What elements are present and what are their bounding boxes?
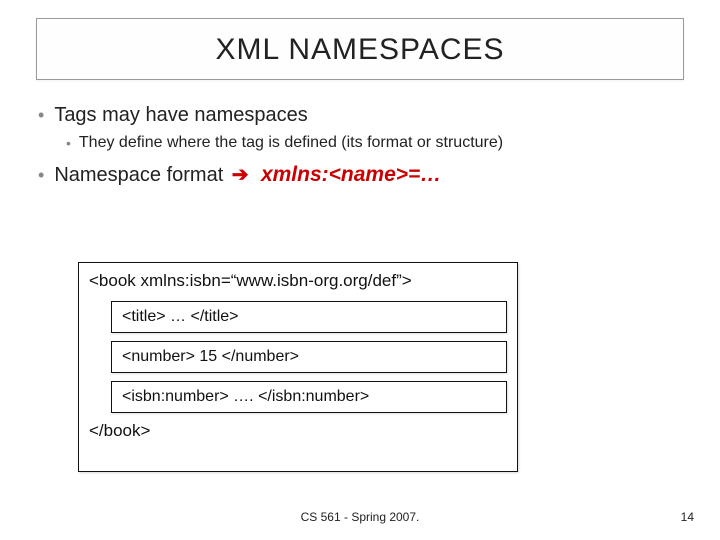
- bullet-dot-icon: •: [38, 102, 44, 128]
- code-outer-box: <book xmlns:isbn=“www.isbn-org.org/def”>…: [78, 262, 518, 472]
- code-inner-box: <isbn:number> …. </isbn:number>: [111, 381, 507, 413]
- bullet-level-1: • Namespace format ➔ xmlns:<name>=…: [38, 162, 686, 188]
- bullet-dot-icon: •: [66, 132, 71, 154]
- bullet-dot-icon: •: [38, 162, 44, 188]
- code-line: </book>: [89, 421, 507, 441]
- bullet-text: Tags may have namespaces: [54, 102, 307, 128]
- code-line: <book xmlns:isbn=“www.isbn-org.org/def”>: [89, 271, 507, 291]
- arrow-icon: ➔: [232, 164, 249, 186]
- code-example: <book xmlns:isbn=“www.isbn-org.org/def”>…: [78, 262, 518, 472]
- bullet-text: Namespace format: [54, 164, 223, 186]
- bullet-text: They define where the tag is defined (it…: [79, 132, 503, 154]
- title-box: XML NAMESPACES: [36, 18, 684, 80]
- namespace-syntax: xmlns:<name>=…: [261, 163, 441, 186]
- page-number: 14: [681, 510, 694, 524]
- bullet-level-2: • They define where the tag is defined (…: [66, 132, 686, 154]
- bullet-list: • Tags may have namespaces • They define…: [30, 102, 690, 188]
- slide-title: XML NAMESPACES: [37, 33, 683, 67]
- footer-text: CS 561 - Spring 2007.: [0, 510, 720, 524]
- code-inner-box: <title> … </title>: [111, 301, 507, 333]
- bullet-level-1: • Tags may have namespaces: [38, 102, 686, 128]
- code-inner-box: <number> 15 </number>: [111, 341, 507, 373]
- slide: XML NAMESPACES • Tags may have namespace…: [0, 0, 720, 540]
